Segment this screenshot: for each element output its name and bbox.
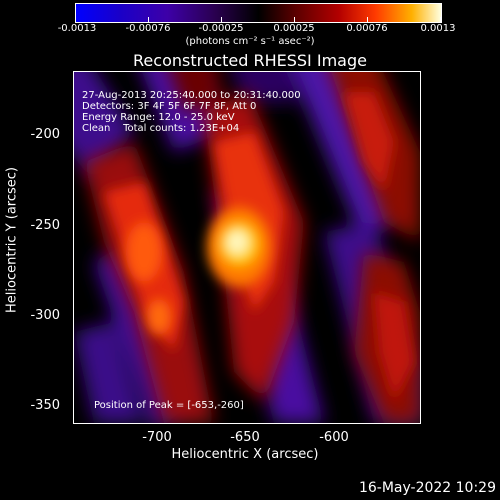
y-tick-label: -250: [30, 218, 60, 233]
energy-range-annotation: Energy Range: 12.0 - 25.0 keV: [82, 112, 235, 123]
colorbar-tick-mark: [148, 17, 149, 22]
time-range-annotation: 27-Aug-2013 20:25:40.000 to 20:31:40.000: [82, 90, 301, 101]
colorbar-tick-label: -0.00025: [198, 23, 244, 34]
y-tick-label: -200: [30, 127, 60, 142]
image-title: Reconstructed RHESSI Image: [133, 51, 367, 70]
footer-date: 16-May-2022 10:29: [358, 480, 496, 496]
colorbar-tick-label: 0.00025: [273, 23, 315, 34]
colorbar-tick-mark: [294, 17, 295, 22]
x-tick-label: -600: [319, 430, 349, 445]
reconstructed-image: [74, 72, 420, 423]
x-tick-label: -700: [142, 430, 172, 445]
x-axis-label: Heliocentric X (arcsec): [171, 447, 319, 462]
y-tick-label: -350: [30, 398, 60, 413]
detectors-annotation: Detectors: 3F 4F 5F 6F 7F 8F, Att 0: [82, 101, 257, 112]
colorbar-tick-mark: [221, 17, 222, 22]
colorbar-tick-label: 0.00076: [346, 23, 388, 34]
colorbar-tick-mark: [367, 17, 368, 22]
colorbar-tick-label: -0.00076: [125, 23, 171, 34]
colorbar-tick-label: -0.0013: [57, 23, 97, 34]
colorbar-units-label: (photons cm⁻² s⁻¹ asec⁻²): [185, 36, 315, 47]
colorbar-tick-mark: [75, 17, 76, 22]
clean-counts-annotation: Clean Total counts: 1.23E+04: [82, 123, 240, 134]
x-tick-label: -650: [230, 430, 260, 445]
y-tick-label: -300: [30, 308, 60, 323]
peak-position-annotation: Position of Peak = [-653,-260]: [94, 400, 244, 411]
colorbar-tick-mark: [440, 17, 441, 22]
rhessi-image-panel: 27-Aug-2013 20:25:40.000 to 20:31:40.000…: [73, 71, 421, 424]
colorbar-tick-label: 0.0013: [420, 23, 456, 34]
y-axis-label: Heliocentric Y (arcsec): [4, 167, 20, 313]
colorbar: [75, 3, 442, 23]
